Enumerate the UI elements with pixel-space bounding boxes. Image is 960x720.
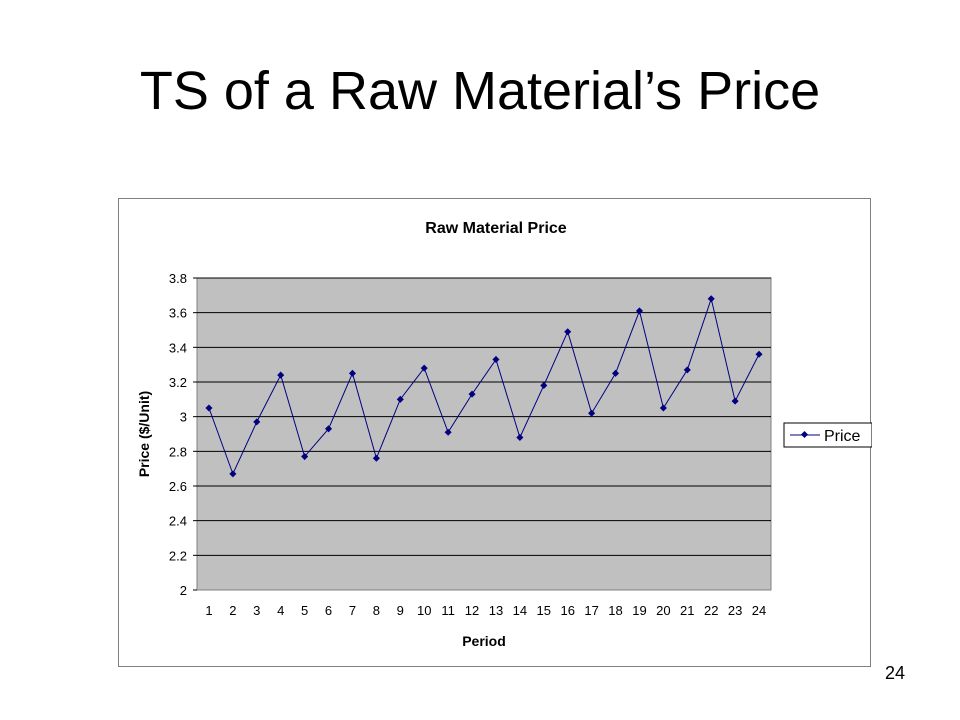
x-tick-label: 24	[752, 603, 766, 618]
x-tick-label: 2	[229, 603, 236, 618]
x-tick-label: 6	[325, 603, 332, 618]
data-point	[229, 470, 237, 478]
x-tick-label: 3	[253, 603, 260, 618]
y-tick-label: 3.2	[169, 375, 187, 390]
x-tick-label: 21	[680, 603, 694, 618]
x-tick-label: 15	[537, 603, 551, 618]
y-tick-label: 3	[180, 410, 187, 425]
data-point	[205, 404, 213, 412]
x-tick-label: 23	[728, 603, 742, 618]
series-line-price	[208, 296, 760, 476]
x-tick-label: 10	[417, 603, 431, 618]
data-point	[707, 295, 715, 303]
x-tick-label: 18	[608, 603, 622, 618]
y-tick-label: 3.8	[169, 271, 187, 286]
y-tick-label: 2.8	[169, 444, 187, 459]
x-tick-label: 1	[205, 603, 212, 618]
y-tick-label: 2.4	[169, 514, 187, 529]
data-point	[588, 409, 596, 417]
y-axis-ticks: 2 2.2 2.4 2.6 2.8 3 3.2 3.4 3.6 3.8	[169, 271, 197, 598]
line-chart: Raw Material Price 2 2.2 2.4 2.6 2.8 3 3.2 3.4 3…	[136, 220, 872, 649]
x-tick-label: 12	[465, 603, 479, 618]
data-point	[635, 307, 643, 315]
chart-area: Raw Material Price 2 2.2 2.4 2.6 2.8 3 3.2 3.4 3…	[118, 198, 872, 667]
plot-area	[196, 277, 772, 591]
data-point	[755, 350, 763, 358]
legend-label-price: Price	[824, 428, 861, 445]
data-point	[516, 433, 524, 442]
data-point	[253, 418, 261, 426]
data-point	[396, 395, 404, 403]
y-tick-label: 2	[180, 583, 187, 598]
data-point	[731, 397, 739, 405]
x-tick-label: 9	[397, 603, 404, 618]
x-tick-label: 11	[441, 603, 455, 618]
x-tick-label: 7	[349, 603, 356, 618]
y-tick-label: 2.6	[169, 479, 187, 494]
x-tick-label: 16	[560, 603, 574, 618]
x-tick-label: 8	[373, 603, 380, 618]
x-tick-label: 20	[656, 603, 670, 618]
chart-title: Raw Material Price	[425, 220, 567, 237]
x-axis-ticks: 1 2 3 4 5 6 7 8 9 10 11 12 13 14 15 16 17 18 19 20 21 22 23 24	[205, 603, 766, 618]
y-axis-label: Price ($/Unit)	[136, 391, 152, 477]
slide-number: 24	[884, 663, 906, 683]
x-tick-label: 22	[704, 603, 718, 618]
x-tick-label: 5	[301, 603, 308, 618]
x-tick-label: 17	[584, 603, 598, 618]
x-tick-label: 19	[632, 603, 646, 618]
legend-marker	[800, 430, 809, 439]
x-tick-label: 4	[277, 603, 284, 618]
data-point	[492, 355, 500, 364]
data-point	[468, 390, 476, 398]
x-tick-label: 13	[489, 603, 503, 618]
x-axis-label: Period	[462, 633, 506, 649]
slide-title: TS of a Raw Material’s Price	[139, 61, 821, 121]
data-point	[444, 428, 452, 436]
legend: Price	[783, 422, 872, 448]
y-tick-label: 2.2	[169, 548, 187, 563]
data-point	[659, 404, 667, 412]
data-point	[372, 454, 380, 462]
y-tick-label: 3.4	[169, 340, 187, 355]
y-tick-label: 3.6	[169, 306, 187, 321]
data-point	[683, 366, 691, 374]
data-point	[420, 364, 428, 372]
x-tick-label: 14	[513, 603, 527, 618]
